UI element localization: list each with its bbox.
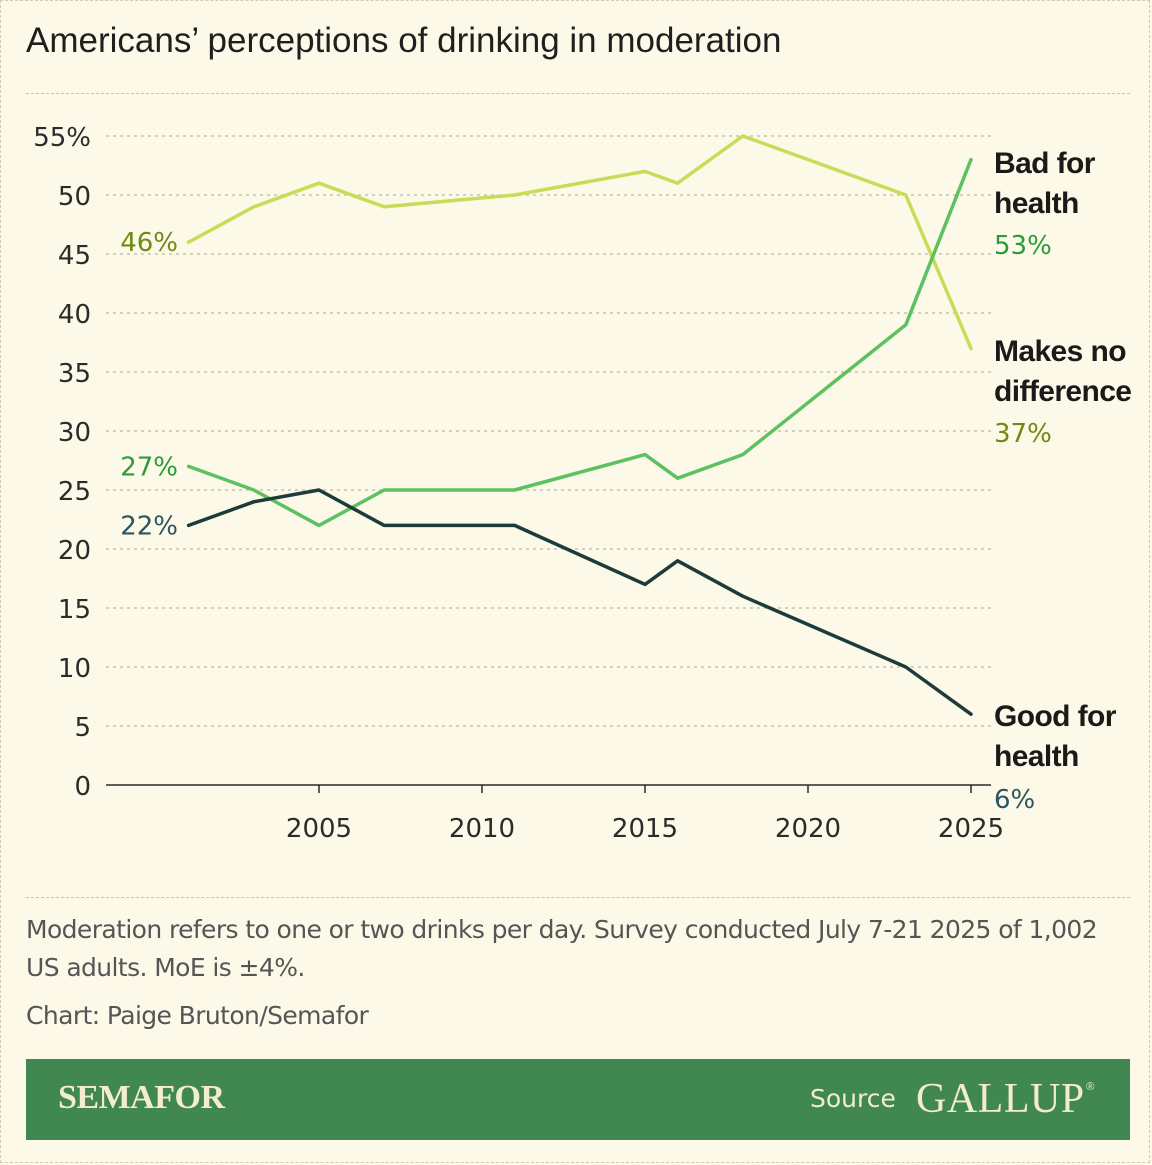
y-tick-label: 55% xyxy=(33,123,91,153)
top-divider xyxy=(26,93,1130,94)
bottom-divider xyxy=(26,897,1130,898)
y-tick-label: 50 xyxy=(58,182,91,212)
x-tick-label: 2025 xyxy=(938,814,1004,844)
y-tick-label: 0 xyxy=(74,772,91,802)
gallup-name: GALLUP xyxy=(916,1076,1085,1122)
chart-credit: Chart: Paige Bruton/Semafor xyxy=(26,1001,369,1030)
series-name-makes-no-difference: Makes no xyxy=(994,335,1126,368)
x-tick-label: 2020 xyxy=(775,814,841,844)
series-name-good-for-health: Good for xyxy=(994,700,1117,733)
series-labels: 46% Makes no difference 37% 27% Bad for health… xyxy=(120,147,1132,815)
x-tick-label: 2005 xyxy=(286,814,352,844)
start-label-good-for-health: 22% xyxy=(120,511,178,541)
series-line-good-for-health xyxy=(186,488,973,716)
methodology-note: Moderation refers to one or two drinks p… xyxy=(26,915,1098,982)
start-label-makes-no-difference: 46% xyxy=(120,228,178,258)
y-tick-label: 30 xyxy=(58,418,91,448)
y-tick-label: 10 xyxy=(58,654,91,684)
series-name-bad-for-health: Bad for xyxy=(994,147,1096,180)
y-tick-label: 45 xyxy=(58,241,91,271)
gridlines xyxy=(106,135,991,727)
series-name-makes-no-difference-line2: difference xyxy=(994,375,1131,408)
series-line-makes-no-difference xyxy=(186,134,973,351)
semafor-logo: SEMAFOR xyxy=(58,1079,225,1116)
series-name-good-for-health-line2: health xyxy=(994,740,1079,773)
start-label-bad-for-health: 27% xyxy=(120,452,178,482)
registered-mark: ® xyxy=(1085,1079,1096,1093)
chart-title: Americans’ perceptions of drinking in mo… xyxy=(26,21,782,60)
series-line-bad-for-health xyxy=(186,157,973,528)
gallup-logo: GALLUP® xyxy=(916,1075,1095,1123)
footer-bar: SEMAFOR Source GALLUP® xyxy=(26,1059,1130,1140)
y-tick-label: 35 xyxy=(58,359,91,389)
y-tick-label: 40 xyxy=(58,300,91,330)
end-label-good-for-health: 6% xyxy=(994,785,1035,815)
y-tick-label: 20 xyxy=(58,536,91,566)
x-tick-label: 2010 xyxy=(449,814,515,844)
x-tick-label: 2015 xyxy=(612,814,678,844)
y-tick-label: 15 xyxy=(58,595,91,625)
end-label-bad-for-health: 53% xyxy=(994,231,1052,261)
source-label: Source xyxy=(810,1084,896,1113)
y-tick-label: 5 xyxy=(74,713,91,743)
end-label-makes-no-difference: 37% xyxy=(994,419,1052,449)
series-name-bad-for-health-line2: health xyxy=(994,187,1079,220)
y-tick-label: 25 xyxy=(58,477,91,507)
series-lines xyxy=(186,134,973,716)
